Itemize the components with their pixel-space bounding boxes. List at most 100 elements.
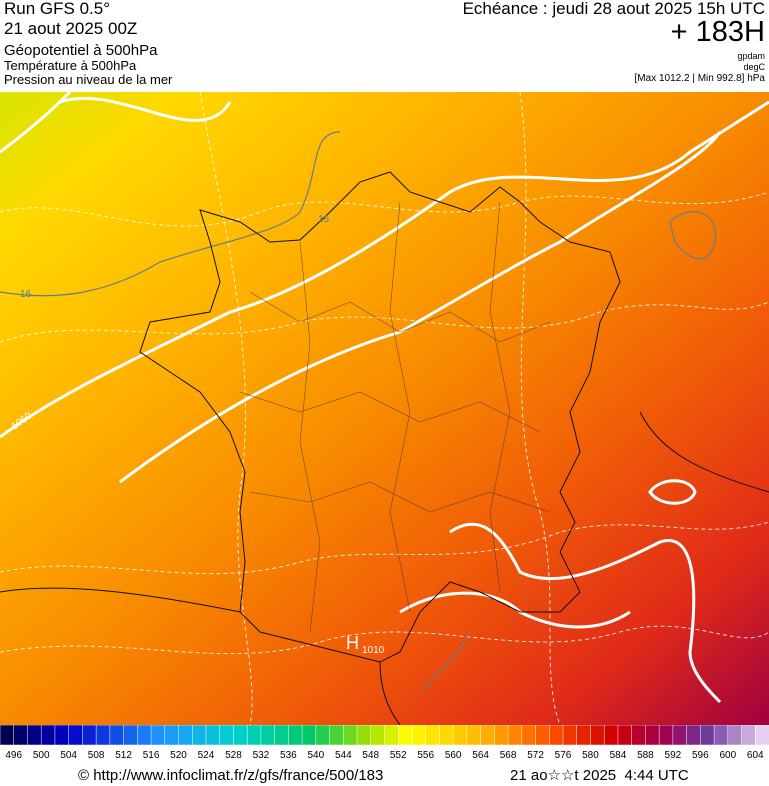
unit: gpdam (737, 51, 765, 61)
colorbar-label: 556 (417, 750, 434, 761)
colorbar-cell (205, 725, 221, 746)
colorbar-cell (494, 725, 509, 746)
colorbar-cell (164, 725, 180, 746)
colorbar-label: 584 (610, 750, 627, 761)
colorbar-cell (603, 725, 619, 746)
colorbar-label: 564 (472, 750, 489, 761)
colorbar-cell (397, 725, 413, 746)
colorbar-cell (425, 725, 441, 746)
colorbar-cell (150, 725, 166, 746)
lead-time: + 183H (670, 16, 765, 48)
colorbar-cell (631, 725, 647, 746)
colorbar-label: 540 (307, 750, 324, 761)
colorbar-cell (452, 725, 468, 746)
colorbar-label: 592 (665, 750, 682, 761)
colorbar-cell (466, 725, 482, 746)
colorbar-cell (727, 725, 743, 746)
colorbar-label: 504 (60, 750, 77, 761)
colorbar-label: 500 (33, 750, 50, 761)
colorbar-cell (288, 725, 303, 746)
colorbar-cell (192, 725, 207, 746)
colorbar-cell (590, 725, 605, 746)
run: Run GFS 0.5° (4, 0, 111, 18)
colorbar-cell (439, 725, 454, 746)
colorbar-cell (329, 725, 345, 746)
isotherms (0, 92, 769, 725)
colorbar-cell (315, 725, 331, 746)
colorbar-cell (40, 725, 56, 746)
colorbar-cell (260, 725, 276, 746)
colorbar: 496 500 504 508 512 516 520 524 528 532 536 540 544 5… (0, 725, 769, 761)
colorbar-label: 568 (500, 750, 517, 761)
colorbar-cell (658, 725, 674, 746)
colorbar-cell (27, 725, 42, 746)
colorbar-cell (178, 725, 193, 746)
colorbar-cell (549, 725, 564, 746)
colorbar-cell (480, 725, 496, 746)
colorbar-cell (13, 725, 29, 746)
colorbar-label: 576 (555, 750, 572, 761)
colorbar-cell (54, 725, 70, 746)
colorbar-label: 572 (527, 750, 544, 761)
colorbar-label: 512 (115, 750, 132, 761)
colorbar-label: 520 (170, 750, 187, 761)
colorbar-cell (741, 725, 757, 746)
colorbar-label: 544 (335, 750, 352, 761)
colorbar-label: 596 (692, 750, 709, 761)
colorbar-label: 532 (253, 750, 270, 761)
colorbar-label: 496 (5, 750, 22, 761)
source: © http://www.infoclimat.fr/z/gfs/france/… (78, 767, 384, 784)
colorbar-cell (384, 725, 399, 746)
pressure-range: [Max 1012.2 | Min 992.8] hPa (634, 73, 765, 84)
run-date: 21 aout 2025 00Z (4, 19, 138, 38)
colorbar-cell (0, 725, 15, 746)
unit: degC (743, 62, 765, 72)
map-label: 1010 (362, 645, 385, 656)
field (0, 92, 769, 725)
colorbar-cell (301, 725, 317, 746)
colorbar-cell (562, 725, 578, 746)
colorbar-cell (686, 725, 702, 746)
colorbar-label: 548 (362, 750, 379, 761)
colorbar-label: 604 (747, 750, 764, 761)
colorbar-label: 560 (445, 750, 462, 761)
colorbar-cell (246, 725, 262, 746)
colorbar-cell (672, 725, 688, 746)
colorbar-cell (82, 725, 97, 746)
colorbar-label: 528 (225, 750, 242, 761)
colorbar-cell (713, 725, 729, 746)
colorbar-cell (233, 725, 248, 746)
colorbar-cell (576, 725, 592, 746)
map-label: 16 (318, 214, 330, 225)
colorbar-cell (535, 725, 551, 746)
colorbar-cell (219, 725, 235, 746)
departments (239, 201, 551, 633)
colorbar-cell (645, 725, 660, 746)
colorbar-label: 508 (88, 750, 105, 761)
map-label: H (346, 633, 359, 653)
colorbar-cell (68, 725, 84, 746)
colorbar-cell (274, 725, 290, 746)
pressure-lines (0, 131, 717, 693)
colorbar-label: 600 (719, 750, 736, 761)
valid-time: Echéance : jeudi 28 aout 2025 15h UTC (462, 0, 765, 18)
subtitle: Température à 500hPa (4, 58, 137, 73)
colorbar-cell (356, 725, 372, 746)
colorbar-label: 580 (582, 750, 599, 761)
colorbar-cell (137, 725, 152, 746)
colorbar-cell (755, 725, 769, 746)
colorbar-label: 516 (143, 750, 160, 761)
colorbar-cell (123, 725, 139, 746)
title: Géopotentiel à 500hPa (4, 42, 158, 59)
borders (0, 171, 769, 725)
colorbar-cell (370, 725, 386, 746)
subtitle: Pression au niveau de la mer (4, 72, 173, 87)
generated: 21 ao☆☆t 2025 4:44 UTC (510, 767, 689, 784)
colorbar-label: 552 (390, 750, 407, 761)
colorbar-cell (507, 725, 523, 746)
colorbar-label: 536 (280, 750, 297, 761)
colorbar-cell (109, 725, 125, 746)
colorbar-label: 524 (198, 750, 215, 761)
